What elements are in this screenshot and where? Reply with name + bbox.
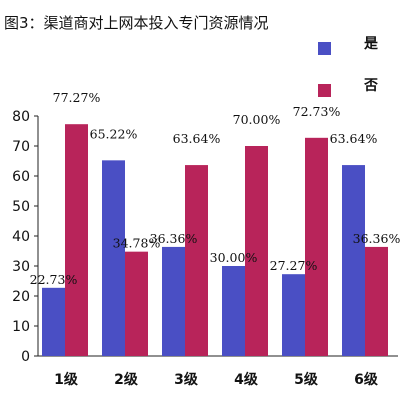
y-tick-label: 0	[21, 349, 30, 365]
y-tick-label: 30	[12, 259, 30, 275]
bar-yes	[222, 266, 245, 356]
chart-title: 图3：渠道商对上网本投入专门资源情况	[4, 14, 269, 32]
x-category-label: 5级	[294, 371, 319, 388]
x-category-label: 3级	[174, 371, 199, 388]
y-tick-label: 10	[12, 319, 30, 335]
bar-no	[185, 165, 208, 356]
data-label: 36.36%	[150, 231, 198, 246]
data-label: 77.27%	[53, 90, 101, 105]
data-label: 22.73%	[30, 272, 78, 287]
data-label: 63.64%	[173, 131, 221, 146]
data-label: 27.27%	[270, 258, 318, 273]
x-category-label: 1级	[54, 371, 79, 388]
bar-no	[305, 137, 328, 356]
y-tick-label: 80	[12, 109, 30, 125]
data-label: 36.36%	[353, 231, 400, 246]
legend-swatch-yes	[318, 42, 331, 55]
y-tick-label: 50	[12, 199, 30, 215]
x-category-label: 2级	[114, 371, 139, 388]
data-label: 70.00%	[233, 112, 281, 127]
bar-no	[125, 251, 148, 356]
bar-yes	[342, 165, 365, 356]
bar-no	[365, 246, 388, 356]
data-label: 72.73%	[293, 104, 341, 119]
bar-yes	[162, 246, 185, 356]
bar-yes	[42, 287, 65, 356]
data-label: 30.00%	[210, 250, 258, 265]
legend-label: 是	[364, 36, 379, 52]
bar-yes	[282, 274, 305, 356]
bar-no	[245, 146, 268, 356]
y-tick-label: 40	[12, 229, 30, 245]
bar-yes	[102, 160, 125, 356]
legend-swatch-no	[318, 84, 331, 97]
y-tick-label: 60	[12, 169, 30, 185]
x-category-label: 6级	[354, 371, 379, 388]
data-label: 34.78%	[113, 236, 161, 251]
legend-label: 否	[363, 78, 378, 94]
bar-no	[65, 124, 88, 356]
data-label: 63.64%	[330, 131, 378, 146]
y-tick-label: 70	[12, 139, 30, 155]
y-tick-label: 20	[12, 289, 30, 305]
x-category-label: 4级	[234, 371, 259, 388]
data-label: 65.22%	[90, 126, 138, 141]
